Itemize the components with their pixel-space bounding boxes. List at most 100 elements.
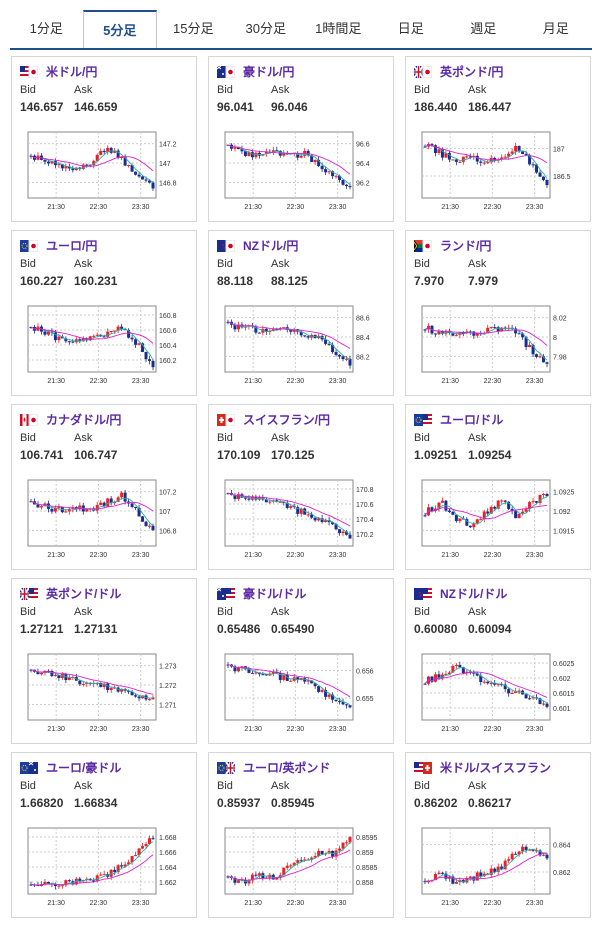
candle-body bbox=[500, 327, 504, 331]
candle-body bbox=[303, 335, 307, 337]
candle-body bbox=[447, 672, 451, 675]
candle-body bbox=[151, 525, 155, 531]
rate-card[interactable]: NZドル/ドル Bid Ask 0.60080 0.60094 0.6025 0.602 0.… bbox=[405, 578, 591, 744]
rate-card[interactable]: NZドル/円 Bid Ask 88.118 88.125 88.6 88.4 88.2 21:3… bbox=[208, 230, 394, 396]
candle-body bbox=[524, 509, 528, 512]
pair-link[interactable]: NZドル/ドル bbox=[440, 587, 508, 601]
candle-body bbox=[320, 166, 324, 170]
ma-fast-line bbox=[30, 326, 154, 361]
pair-link[interactable]: ユーロ/豪ドル bbox=[46, 761, 122, 775]
pair-link[interactable]: 米ドル/スイスフラン bbox=[440, 761, 551, 775]
pair-link[interactable]: カナダドル/円 bbox=[46, 413, 122, 427]
candle-body bbox=[144, 351, 148, 360]
tab-2[interactable]: 15分足 bbox=[173, 21, 214, 36]
candle-body bbox=[486, 511, 490, 514]
tab-0[interactable]: 1分足 bbox=[29, 21, 63, 36]
candle-body bbox=[85, 338, 89, 341]
candle-body bbox=[517, 513, 521, 519]
pair-link[interactable]: NZドル/円 bbox=[243, 239, 299, 253]
candle-body bbox=[109, 147, 113, 153]
candle-body bbox=[137, 848, 141, 856]
tab-7[interactable]: 月足 bbox=[542, 21, 569, 36]
rate-card[interactable]: 豪ドル/ドル Bid Ask 0.65486 0.65490 0.656 0.655 21:3… bbox=[208, 578, 394, 744]
candle-body bbox=[102, 683, 106, 687]
candle-body bbox=[71, 341, 75, 343]
candle-body bbox=[320, 335, 324, 340]
rate-card[interactable]: 豪ドル/円 Bid Ask 96.041 96.046 96.6 96.4 96.2 21:30… bbox=[208, 56, 394, 222]
rate-card[interactable]: 英ポンド/ドル Bid Ask 1.27121 1.27131 1.273 1.272 1.2… bbox=[11, 578, 197, 744]
candle-body bbox=[106, 331, 110, 337]
rate-card[interactable]: スイスフラン/円 Bid Ask 170.109 170.125 170.8 170.6 17… bbox=[208, 404, 394, 570]
pair-link[interactable]: ユーロ/円 bbox=[46, 239, 98, 253]
price-chart: 0.8595 0.859 0.8585 0.858 21:30 22:30 23:30 bbox=[224, 827, 378, 907]
candle-body bbox=[437, 502, 441, 509]
candle-body bbox=[341, 842, 345, 849]
candle-body bbox=[250, 152, 254, 158]
rate-card[interactable]: 米ドル/円 Bid Ask 146.657 146.659 147.2 147 146.8 21… bbox=[11, 56, 197, 222]
candle-body bbox=[303, 859, 307, 861]
candle-body bbox=[233, 494, 237, 499]
pair-link[interactable]: ランド/円 bbox=[440, 239, 492, 253]
candle-body bbox=[517, 851, 521, 855]
candle-body bbox=[334, 175, 338, 177]
rate-card[interactable]: ユーロ/円 Bid Ask 160.227 160.231 160.8 160.6 160.4… bbox=[11, 230, 197, 396]
ask-label: Ask bbox=[271, 780, 290, 792]
pair-link[interactable]: ユーロ/英ポンド bbox=[243, 761, 331, 775]
ask-label: Ask bbox=[74, 780, 93, 792]
candle-body bbox=[64, 880, 68, 886]
tab-1[interactable]: 5分足 bbox=[82, 10, 157, 48]
candle-body bbox=[451, 876, 455, 884]
candle-body bbox=[81, 879, 85, 881]
rate-card[interactable]: ランド/円 Bid Ask 7.970 7.979 8.02 8 7.98 21:30 22:30… bbox=[405, 230, 591, 396]
candle-body bbox=[444, 674, 448, 676]
candle-body bbox=[545, 854, 549, 859]
candle-body bbox=[148, 699, 152, 701]
candle-body bbox=[53, 675, 57, 677]
candle-body bbox=[306, 336, 310, 338]
candle-body bbox=[538, 850, 542, 856]
tab-6[interactable]: 週足 bbox=[470, 21, 497, 36]
candle-body bbox=[310, 155, 314, 162]
candle-body bbox=[141, 176, 145, 180]
pair-link[interactable]: 豪ドル/ドル bbox=[243, 587, 307, 601]
candle-body bbox=[299, 155, 303, 158]
pair-link[interactable]: 英ポンド/円 bbox=[440, 65, 504, 79]
candle-body bbox=[496, 500, 500, 509]
rate-card[interactable]: カナダドル/円 Bid Ask 106.741 106.747 107.2 107 106.8… bbox=[11, 404, 197, 570]
candle-body bbox=[341, 531, 345, 534]
candle-body bbox=[88, 336, 92, 341]
candle-body bbox=[454, 159, 458, 162]
pair-link[interactable]: 豪ドル/円 bbox=[243, 65, 295, 79]
candle-body bbox=[331, 171, 335, 177]
ma-slow-line bbox=[227, 492, 351, 527]
candle-body bbox=[331, 344, 335, 353]
tab-4[interactable]: 1時間足 bbox=[315, 21, 362, 36]
ma-slow-line bbox=[227, 144, 351, 175]
ma-slow-line bbox=[30, 854, 154, 886]
candle-body bbox=[43, 159, 47, 162]
candle-body bbox=[317, 159, 321, 167]
pair-link[interactable]: 英ポンド/ドル bbox=[46, 587, 122, 601]
rate-card[interactable]: ユーロ/ドル Bid Ask 1.09251 1.09254 1.0925 1.092 1.0… bbox=[405, 404, 591, 570]
candle-body bbox=[514, 511, 518, 519]
rate-card[interactable]: ユーロ/英ポンド Bid Ask 0.85937 0.85945 0.8595 0.859 0… bbox=[208, 752, 394, 918]
candle-body bbox=[517, 145, 521, 152]
tab-5[interactable]: 日足 bbox=[397, 21, 424, 36]
tab-3[interactable]: 30分足 bbox=[245, 21, 286, 36]
rate-card[interactable]: ユーロ/豪ドル Bid Ask 1.66820 1.66834 1.668 1.666 1.6… bbox=[11, 752, 197, 918]
candle-body bbox=[46, 161, 50, 164]
candle-body bbox=[226, 876, 230, 878]
candle-body bbox=[423, 881, 427, 883]
y-tick-label: 147 bbox=[159, 161, 171, 168]
pair-link[interactable]: 米ドル/円 bbox=[46, 65, 98, 79]
pair-link[interactable]: ユーロ/ドル bbox=[440, 413, 504, 427]
candle-body bbox=[106, 498, 110, 507]
candle-body bbox=[451, 159, 455, 161]
rate-card[interactable]: 米ドル/スイスフラン Bid Ask 0.86202 0.86217 0.864 0.862… bbox=[405, 752, 591, 918]
candle-body bbox=[538, 494, 542, 503]
x-tick-label: 21:30 bbox=[244, 552, 262, 559]
candle-body bbox=[510, 853, 514, 860]
rate-card[interactable]: 英ポンド/円 Bid Ask 186.440 186.447 187 186.5 21:30 2… bbox=[405, 56, 591, 222]
pair-link[interactable]: スイスフラン/円 bbox=[243, 413, 330, 427]
plot-area bbox=[27, 653, 157, 721]
